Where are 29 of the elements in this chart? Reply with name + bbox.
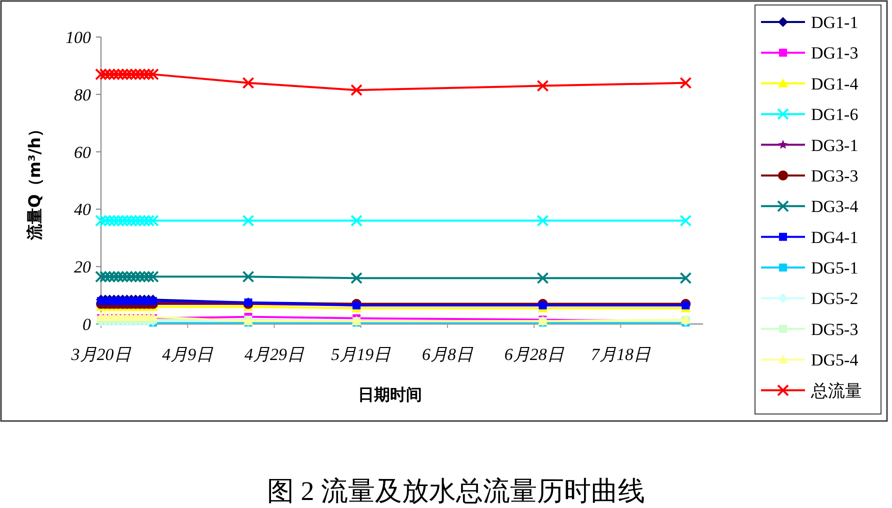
x-tick-label: 4月9日 (162, 345, 214, 364)
legend-label: 总流量 (810, 381, 862, 400)
x-tick-label: 7月18日 (590, 345, 652, 364)
x-axis-title: 日期时间 (358, 385, 422, 404)
legend-label: DG1-3 (811, 44, 858, 63)
y-tick-label: 20 (74, 258, 92, 277)
legend-label: DG3-3 (811, 166, 858, 186)
legend-label: DG5-3 (811, 320, 858, 339)
y-tick-label: 80 (74, 85, 92, 104)
legend-label: DG1-6 (811, 105, 858, 124)
y-tick-label: 100 (66, 28, 92, 47)
text: 图 2 流量及放水总流量历时曲线 (267, 476, 645, 506)
legend-label: DG5-1 (811, 258, 858, 278)
legend-label: DG1-4 (811, 74, 859, 94)
x-tick-label: 4月29日 (244, 345, 305, 364)
legend-label: DG1-1 (811, 13, 858, 32)
y-tick-label: 0 (82, 315, 92, 334)
x-tick-label: 3月20日 (70, 345, 132, 364)
x-tick-label: 6月28日 (504, 345, 565, 364)
legend-label: DG3-1 (811, 136, 858, 155)
y-tick-label: 60 (74, 142, 92, 162)
legend-label: DG4-1 (811, 228, 858, 247)
legend-label: DG3-4 (811, 197, 859, 216)
x-tick-label: 6月8日 (422, 345, 474, 364)
legend-label: DG5-4 (811, 350, 859, 370)
y-tick-label: 40 (74, 200, 92, 220)
x-tick-label: 5月19日 (331, 345, 392, 364)
y-axis-title: 流量Q（m³/h） (25, 121, 44, 241)
legend-label: DG5-2 (811, 289, 858, 308)
